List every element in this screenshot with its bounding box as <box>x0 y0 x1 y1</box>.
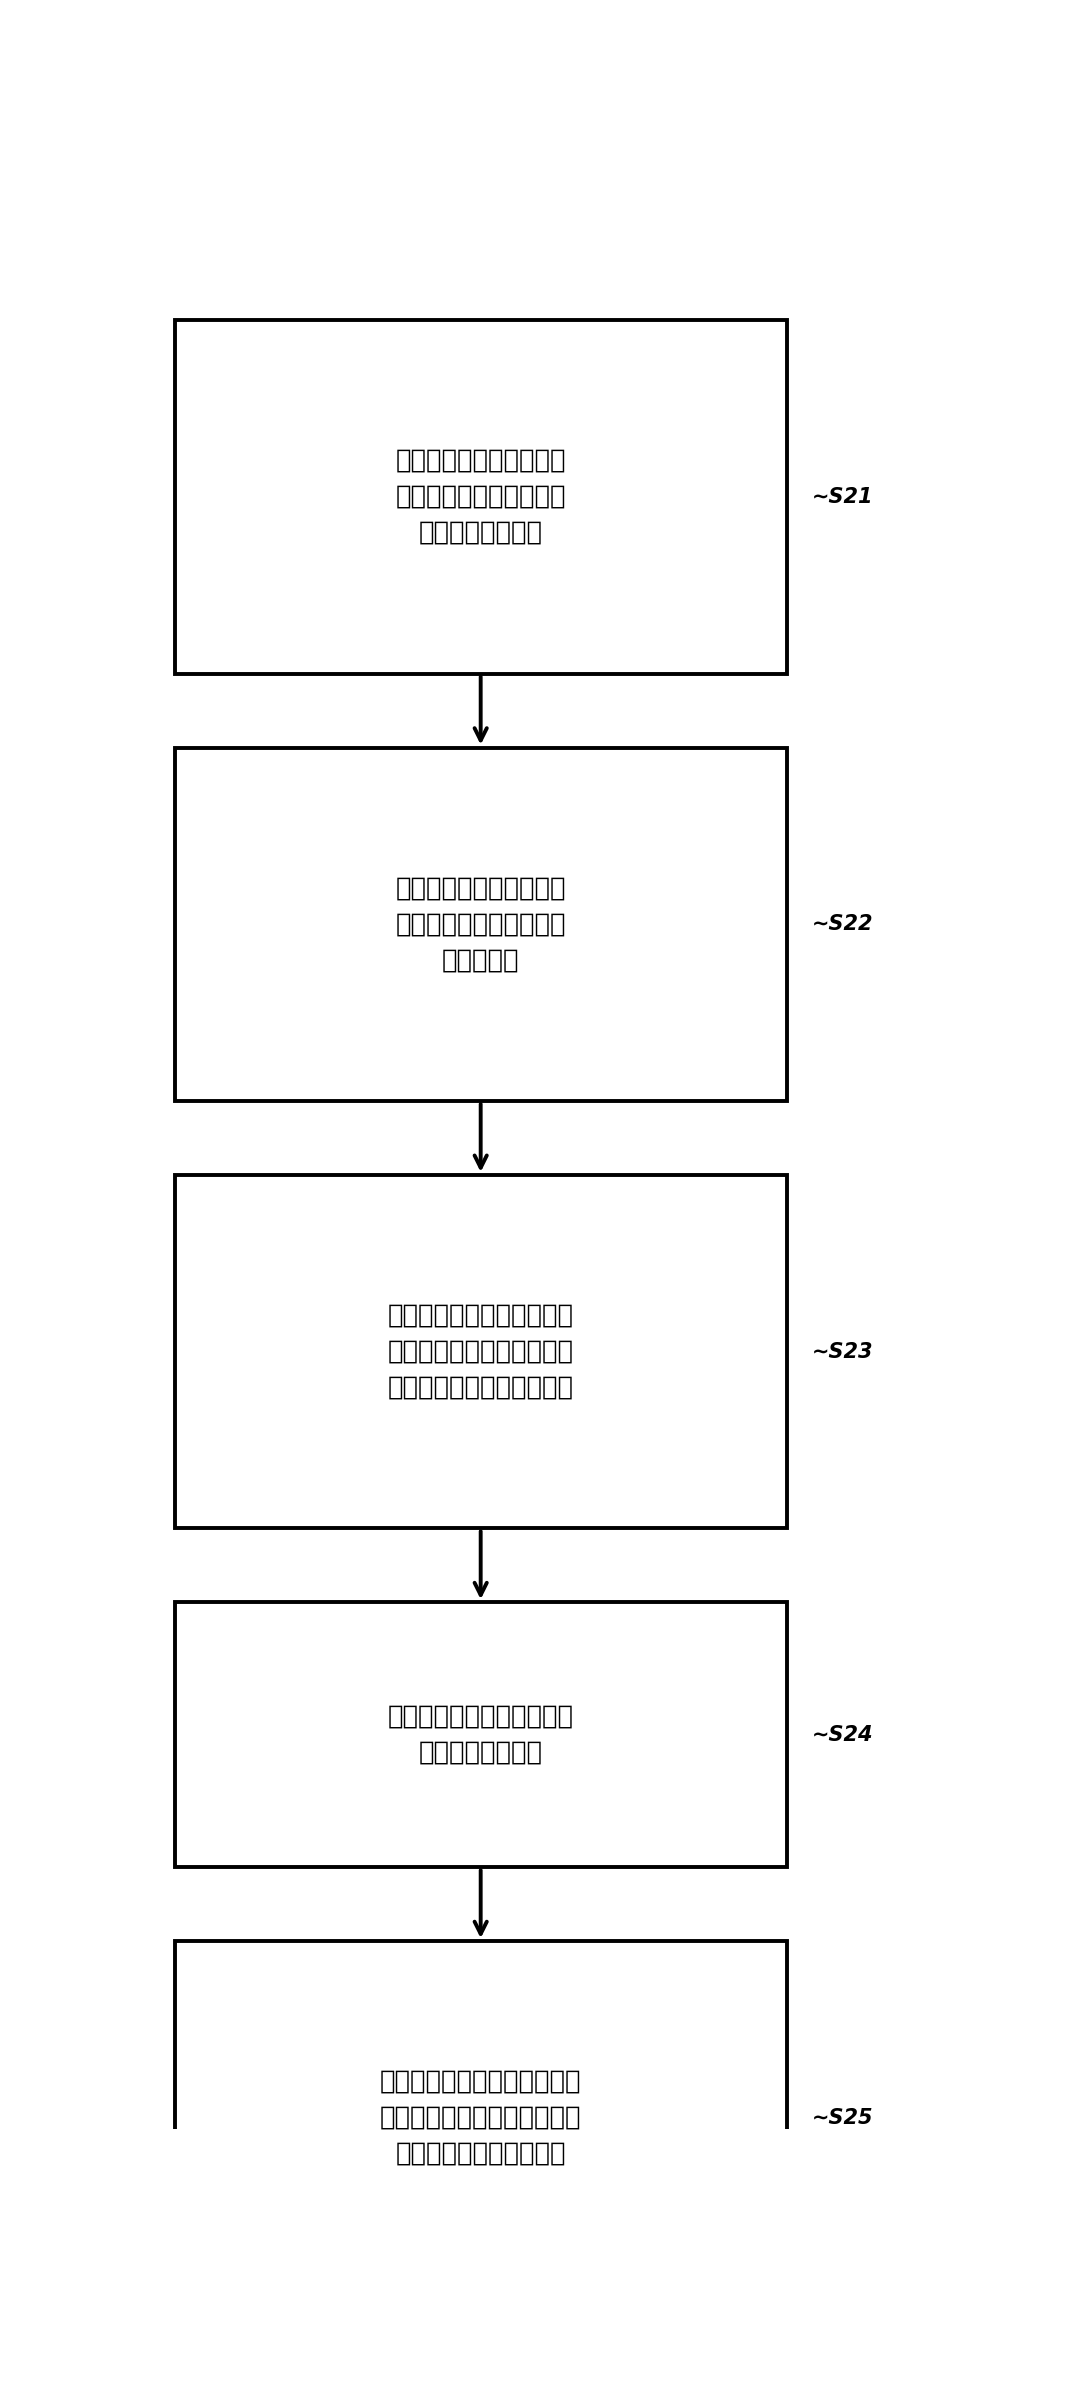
Text: 移动客户端与停车信息管理
器建立无线连接，接收停车
桩信息并上传至中央处理器: 移动客户端与停车信息管理 器建立无线连接，接收停车 桩信息并上传至中央处理器 <box>387 1304 574 1402</box>
Bar <box>175 2368 786 2392</box>
Text: ∼S21: ∼S21 <box>812 488 873 507</box>
Bar <box>175 1174 786 1528</box>
Text: ∼S22: ∼S22 <box>812 914 873 935</box>
Text: ∼S24: ∼S24 <box>812 1725 873 1744</box>
Bar <box>175 746 786 1100</box>
Bar <box>175 1603 786 1868</box>
Bar <box>175 1940 786 2294</box>
Text: ∼S23: ∼S23 <box>812 1342 873 1361</box>
Text: 中央处理器对车辆信息和停车
桩信息进行处理，以验证车辆
是否停在指定还车区域内: 中央处理器对车辆信息和停车 桩信息进行处理，以验证车辆 是否停在指定还车区域内 <box>380 2069 582 2167</box>
Text: 用户选定还车点，所述移
动客户端导航指引用户到
达该还车点: 用户选定还车点，所述移 动客户端导航指引用户到 达该还车点 <box>396 875 566 974</box>
Text: ∼S25: ∼S25 <box>812 2107 873 2129</box>
Text: 用户通过移动客户端上传
还车请求，移动客户端显
示附近指定还车点: 用户通过移动客户端上传 还车请求，移动客户端显 示附近指定还车点 <box>396 447 566 545</box>
Bar <box>175 321 786 675</box>
Text: 车辆信息管理器将车辆信息
上传至中央处理器: 车辆信息管理器将车辆信息 上传至中央处理器 <box>387 1703 574 1765</box>
